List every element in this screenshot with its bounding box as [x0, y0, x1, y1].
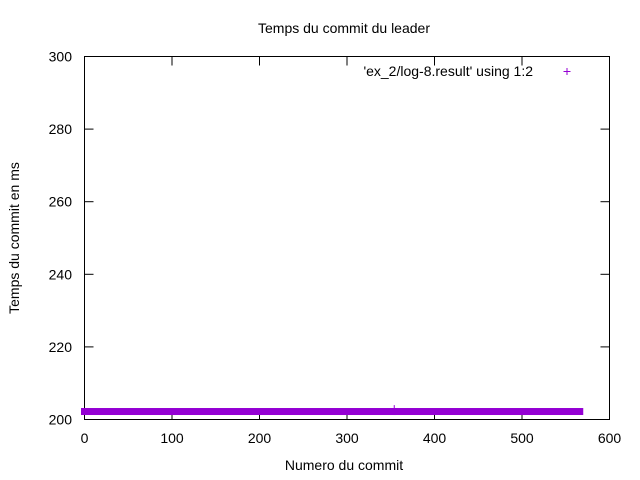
x-tick-label: 400: [423, 430, 447, 446]
y-tick-label: 240: [49, 266, 73, 282]
data-point-band: [392, 408, 584, 416]
x-tick-label: 600: [598, 430, 622, 446]
x-axis-label: Numero du commit: [285, 457, 403, 473]
y-tick-label: 300: [49, 49, 73, 65]
y-tick-label: 260: [49, 194, 73, 210]
x-tick-label: 200: [248, 430, 272, 446]
x-tick-labels: 0 100 200 300 400 500 600: [81, 430, 622, 446]
x-tick-label: 500: [510, 430, 534, 446]
legend-marker: [563, 68, 571, 75]
plot-area: [84, 56, 610, 420]
y-tick-label: 220: [49, 339, 73, 355]
legend-label: 'ex_2/log-8.result' using 1:2: [363, 63, 533, 79]
x-tick-label: 100: [160, 430, 184, 446]
data-point: [390, 405, 398, 413]
chart-title: Temps du commit du leader: [258, 20, 430, 36]
legend: 'ex_2/log-8.result' using 1:2: [363, 63, 571, 79]
y-axis-label: Temps du commit en ms: [6, 162, 22, 314]
x-tick-label: 0: [81, 430, 89, 446]
y-tick-labels: 200 220 240 260 280 300: [49, 49, 73, 428]
legend-marker-plus: [563, 68, 571, 75]
y-tick-label: 280: [49, 121, 73, 137]
x-tick-label: 300: [335, 430, 359, 446]
axis-ticks: [84, 56, 610, 420]
y-tick-label: 200: [49, 412, 73, 428]
data-point-band: [81, 408, 396, 416]
series-commit-times: [81, 405, 584, 416]
